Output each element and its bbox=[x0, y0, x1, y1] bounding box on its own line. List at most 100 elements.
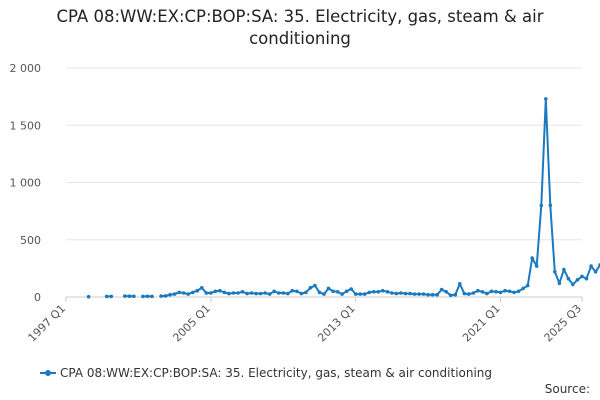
data-point bbox=[544, 97, 548, 101]
data-point bbox=[236, 291, 240, 295]
data-point bbox=[462, 291, 467, 296]
data-point bbox=[417, 292, 421, 296]
legend[interactable]: CPA 08:WW:EX:CP:BOP:SA: 35. Electricity,… bbox=[40, 366, 492, 380]
data-point bbox=[485, 291, 489, 296]
x-tick-label: 2013 Q1 bbox=[315, 302, 358, 345]
data-point bbox=[489, 289, 494, 294]
data-point bbox=[304, 290, 308, 295]
data-point bbox=[498, 290, 503, 295]
data-point bbox=[231, 291, 236, 295]
data-point bbox=[258, 291, 263, 296]
legend-label: CPA 08:WW:EX:CP:BOP:SA: 35. Electricity,… bbox=[60, 366, 493, 380]
data-point bbox=[249, 291, 254, 295]
data-point bbox=[521, 286, 525, 291]
data-point bbox=[263, 291, 268, 295]
data-point bbox=[322, 292, 326, 296]
data-point bbox=[516, 289, 521, 294]
data-point bbox=[209, 291, 213, 295]
data-point bbox=[448, 293, 453, 298]
chart-title-line1: CPA 08:WW:EX:CP:BOP:SA: 35. Electricity,… bbox=[56, 7, 544, 26]
data-point bbox=[471, 291, 476, 295]
data-point bbox=[362, 292, 367, 296]
data-point bbox=[163, 294, 168, 298]
data-point bbox=[344, 289, 349, 294]
x-tick-label: 2021 Q1 bbox=[460, 302, 503, 345]
data-point bbox=[390, 291, 394, 295]
series-line bbox=[106, 97, 600, 298]
data-point bbox=[467, 292, 471, 296]
data-point bbox=[313, 283, 317, 288]
data-point bbox=[512, 290, 516, 295]
y-tick-label: 2 000 bbox=[10, 62, 42, 75]
data-point bbox=[227, 291, 231, 296]
data-point bbox=[480, 290, 485, 294]
data-point bbox=[104, 294, 109, 299]
data-point bbox=[367, 290, 372, 295]
data-point bbox=[222, 290, 227, 295]
data-point bbox=[150, 294, 154, 299]
data-point bbox=[349, 287, 354, 291]
data-point bbox=[331, 289, 335, 294]
data-point bbox=[204, 291, 209, 295]
data-point bbox=[299, 291, 304, 296]
data-point bbox=[335, 290, 340, 294]
data-point bbox=[272, 289, 277, 294]
data-point bbox=[381, 288, 385, 293]
data-point bbox=[308, 286, 313, 290]
y-tick-label: 500 bbox=[20, 234, 41, 247]
source-label: Source: bbox=[544, 382, 590, 396]
data-point bbox=[267, 292, 272, 296]
data-point bbox=[444, 290, 449, 294]
x-tick-label: 2005 Q1 bbox=[170, 302, 213, 345]
data-point bbox=[575, 278, 580, 282]
data-point bbox=[566, 276, 571, 281]
data-point bbox=[181, 291, 186, 295]
x-tick-label: 2025 Q3 bbox=[542, 302, 585, 345]
data-point bbox=[439, 287, 444, 292]
data-point bbox=[453, 292, 458, 297]
data-point bbox=[539, 203, 544, 208]
data-point bbox=[394, 291, 399, 296]
data-point bbox=[286, 291, 290, 296]
data-point bbox=[190, 290, 195, 295]
data-point bbox=[494, 290, 498, 294]
data-point bbox=[127, 294, 132, 299]
data-point bbox=[426, 292, 430, 297]
data-point bbox=[213, 289, 218, 294]
y-tick-label: 1 500 bbox=[10, 119, 42, 132]
data-point bbox=[584, 276, 589, 281]
data-point bbox=[589, 264, 593, 268]
data-point bbox=[295, 289, 299, 294]
data-point bbox=[195, 288, 200, 293]
data-point bbox=[593, 270, 598, 274]
data-point bbox=[145, 294, 150, 299]
data-point bbox=[403, 291, 408, 296]
data-point bbox=[476, 288, 480, 293]
x-tick-label: 1997 Q1 bbox=[26, 302, 69, 345]
data-point bbox=[358, 292, 363, 296]
data-point bbox=[530, 256, 534, 260]
data-point bbox=[141, 294, 145, 299]
data-point bbox=[421, 292, 426, 296]
data-point bbox=[168, 292, 172, 297]
y-tick-label: 1 000 bbox=[10, 177, 42, 190]
data-point bbox=[172, 292, 177, 296]
data-point bbox=[557, 281, 562, 286]
data-point bbox=[86, 294, 91, 299]
data-point bbox=[177, 290, 181, 295]
data-point bbox=[548, 203, 553, 208]
data-point bbox=[240, 290, 245, 294]
data-point bbox=[399, 291, 403, 295]
legend-marker-icon bbox=[45, 370, 51, 376]
data-point bbox=[412, 292, 417, 296]
data-point bbox=[571, 282, 575, 287]
data-point bbox=[372, 290, 376, 294]
data-point bbox=[580, 274, 584, 279]
data-point bbox=[507, 289, 512, 294]
data-point bbox=[353, 292, 358, 296]
legend-swatch bbox=[40, 368, 56, 378]
data-point bbox=[458, 282, 462, 286]
data-point bbox=[254, 291, 258, 296]
data-point bbox=[326, 286, 331, 291]
